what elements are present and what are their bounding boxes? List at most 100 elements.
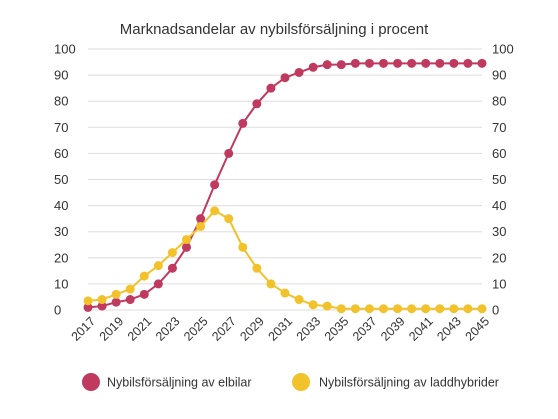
data-point-2-2017 [83,296,93,306]
data-point-1-2025 [196,214,206,224]
x-tick-2019: 2019 [97,314,127,344]
data-point-2-2026 [210,206,220,216]
data-point-2-2039 [393,304,403,314]
data-point-2-2028 [238,242,248,252]
data-point-2-2037 [364,304,374,314]
data-point-2-2031 [280,288,290,298]
y-tick-left-0: 0 [54,303,61,318]
y-tick-left-80: 80 [54,94,68,109]
y-tick-right-100: 100 [492,42,514,57]
data-point-1-2028 [238,118,248,128]
y-axis-left: 0 10 20 30 40 50 60 70 80 90 100 [54,42,76,318]
y-tick-left-20: 20 [54,250,68,265]
data-point-2-2034 [322,301,332,311]
y-tick-right-30: 30 [492,224,506,239]
x-axis: 2017201920212023202520272029203120332035… [69,314,493,344]
data-point-2-2023 [167,248,177,258]
x-tick-2021: 2021 [125,314,155,344]
y-tick-right-20: 20 [492,250,506,265]
data-point-2-2041 [421,304,431,314]
data-point-1-2039 [393,58,403,68]
x-tick-2035: 2035 [322,314,352,344]
legend-marker-1 [82,373,100,391]
data-point-2-2036 [350,304,360,314]
data-point-1-2021 [139,289,149,299]
y-tick-right-60: 60 [492,146,506,161]
x-tick-2043: 2043 [434,314,464,344]
data-point-1-2043 [449,58,459,68]
data-point-2-2033 [308,300,318,310]
data-point-2-2027 [224,214,234,224]
data-point-1-2041 [421,58,431,68]
x-tick-2041: 2041 [406,314,436,344]
data-point-2-2042 [435,304,445,314]
data-point-2-2032 [294,295,304,305]
data-point-2-2044 [463,304,473,314]
legend-marker-2 [292,373,310,391]
legend-label-1: Nybilsförsäljning av elbilar [107,376,252,390]
series-line-1 [87,62,482,309]
x-tick-2025: 2025 [181,314,211,344]
y-tick-left-70: 70 [54,120,68,135]
y-tick-right-70: 70 [492,120,506,135]
data-point-2-2029 [252,263,262,273]
data-point-1-2035 [336,60,346,70]
data-point-1-2044 [463,58,473,68]
x-tick-2037: 2037 [350,314,380,344]
y-tick-right-10: 10 [492,276,506,291]
data-point-1-2038 [379,58,388,68]
data-point-2-2045 [477,304,487,314]
data-point-1-2031 [280,73,290,83]
y-tick-right-50: 50 [492,172,506,187]
y-tick-left-50: 50 [54,172,68,187]
x-tick-2033: 2033 [294,314,324,344]
data-point-1-2019 [111,297,121,307]
y-tick-left-90: 90 [54,68,68,83]
data-point-1-2037 [364,58,374,68]
data-point-1-2034 [322,60,332,70]
data-point-1-2036 [350,58,360,68]
y-tick-right-80: 80 [492,94,506,109]
x-tick-2039: 2039 [378,314,408,344]
data-point-1-2032 [294,67,304,77]
chart-title: Marknadsandelar av nybilsförsäljning i p… [120,21,429,38]
data-point-2-2018 [97,295,107,305]
y-tick-right-90: 90 [492,68,506,83]
data-point-1-2026 [210,180,220,190]
y-tick-left-10: 10 [54,276,68,291]
data-point-1-2030 [266,83,276,93]
legend: Nybilsförsäljning av elbilar Nybilsförsäl… [82,373,499,391]
data-point-1-2024 [182,242,191,252]
data-point-2-2022 [153,261,163,271]
data-point-2-2030 [266,279,276,289]
series-2 [83,206,487,314]
x-tick-2017: 2017 [69,314,99,344]
series [83,58,487,314]
data-point-2-2020 [125,284,135,294]
data-point-2-2019 [111,289,121,299]
data-point-1-2042 [435,58,445,68]
data-point-1-2020 [125,295,135,305]
gridlines [88,48,482,311]
data-point-1-2017 [83,302,93,312]
data-point-2-2043 [449,304,459,314]
y-tick-right-40: 40 [492,198,506,213]
data-point-2-2025 [196,221,206,231]
legend-item-2: Nybilsförsäljning av laddhybrider [292,373,499,391]
data-point-2-2035 [336,304,346,314]
data-point-1-2029 [252,99,262,109]
data-point-2-2024 [182,235,191,245]
data-point-2-2021 [139,271,149,281]
data-point-1-2045 [477,58,487,68]
y-tick-left-60: 60 [54,146,68,161]
data-point-1-2022 [153,279,163,289]
series-1 [83,58,487,312]
y-tick-left-100: 100 [54,42,76,57]
y-tick-right-0: 0 [492,303,499,318]
data-point-2-2040 [407,304,417,314]
data-point-1-2018 [97,301,107,311]
legend-label-2: Nybilsförsäljning av laddhybrider [319,376,499,390]
x-tick-2029: 2029 [237,314,267,344]
data-point-2-2038 [379,304,388,314]
x-tick-2023: 2023 [153,314,183,344]
